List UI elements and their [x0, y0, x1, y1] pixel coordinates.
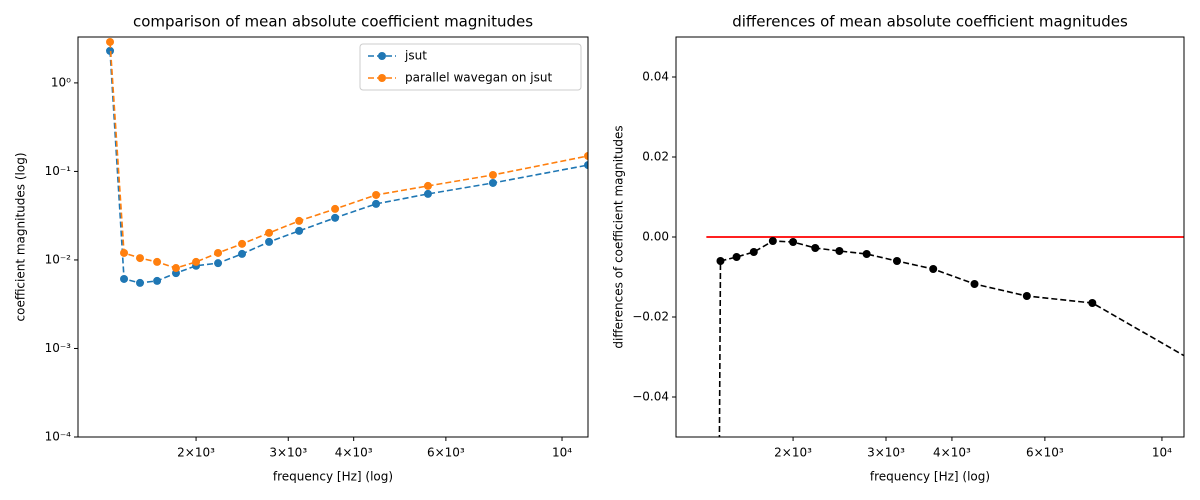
marker — [153, 276, 162, 285]
legend-label: jsut — [404, 49, 427, 63]
marker — [892, 257, 901, 265]
marker — [238, 239, 247, 248]
y-tick-label: 0.04 — [642, 70, 669, 84]
marker — [238, 249, 247, 258]
marker — [372, 190, 381, 199]
marker — [106, 46, 115, 55]
marker — [135, 254, 144, 263]
legend-marker — [378, 74, 386, 82]
y-tick-label: 10⁻⁴ — [45, 430, 72, 444]
marker — [265, 237, 274, 246]
marker — [423, 181, 432, 190]
chart-title: differences of mean absolute coefficient… — [732, 13, 1128, 31]
marker — [120, 274, 129, 283]
plot-area — [106, 37, 588, 287]
x-tick-label: 2×10³ — [774, 446, 812, 460]
marker — [171, 264, 180, 273]
legend-marker — [378, 52, 386, 60]
marker — [295, 226, 304, 235]
marker — [1088, 299, 1097, 307]
marker — [372, 199, 381, 208]
marker — [106, 37, 115, 46]
x-axis-label: frequency [Hz] (log) — [870, 470, 990, 484]
y-tick-label: 0.00 — [642, 230, 669, 244]
x-axis-label: frequency [Hz] (log) — [273, 470, 393, 484]
y-tick-label: 10⁻² — [45, 252, 72, 266]
y-tick-label: 10⁰ — [51, 75, 71, 89]
marker — [789, 238, 798, 246]
marker — [584, 161, 588, 170]
y-tick-label: −0.04 — [632, 390, 669, 404]
y-axis-label: coefficient magnitudes (log) — [14, 153, 28, 322]
marker — [214, 248, 223, 257]
x-tick-label: 6×10³ — [427, 446, 465, 460]
x-tick-label: 10⁴ — [1152, 446, 1172, 460]
x-tick-label: 4×10³ — [933, 446, 971, 460]
chart-title: comparison of mean absolute coefficient … — [133, 13, 533, 31]
marker — [120, 248, 129, 257]
y-tick-label: −0.02 — [632, 310, 669, 324]
marker — [135, 278, 144, 287]
x-tick-label: 10⁴ — [552, 446, 572, 460]
marker — [862, 250, 871, 258]
x-tick-label: 3×10³ — [867, 446, 905, 460]
marker — [488, 170, 497, 179]
series-line — [718, 240, 1184, 437]
marker — [192, 257, 201, 266]
axes-frame — [77, 36, 589, 438]
marker — [970, 280, 979, 288]
legend-box — [359, 43, 582, 91]
y-axis-label: differences of coefficient magnitudes — [612, 125, 626, 348]
marker — [295, 216, 304, 225]
y-tick-label: 10⁻³ — [45, 341, 72, 355]
x-tick-label: 2×10³ — [177, 446, 215, 460]
marker — [214, 259, 223, 268]
marker — [265, 228, 274, 237]
marker — [835, 247, 844, 255]
y-tick-label: 0.02 — [642, 150, 669, 164]
marker — [1022, 292, 1031, 300]
marker — [584, 151, 588, 160]
marker — [488, 178, 497, 187]
x-tick-label: 4×10³ — [335, 446, 373, 460]
x-tick-label: 3×10³ — [269, 446, 307, 460]
marker — [716, 257, 725, 265]
legend-label: parallel wavegan on jsut — [405, 71, 552, 85]
marker — [749, 248, 758, 256]
marker — [768, 237, 777, 245]
plot-area — [706, 236, 1192, 437]
x-tick-label: 6×10³ — [1026, 446, 1064, 460]
marker — [1184, 354, 1192, 362]
marker — [811, 244, 820, 252]
y-tick-label: 10⁻¹ — [45, 164, 72, 178]
axes-frame — [675, 36, 1185, 438]
marker — [153, 257, 162, 266]
marker — [423, 189, 432, 198]
marker — [331, 204, 340, 213]
marker — [929, 265, 938, 273]
marker — [732, 253, 741, 261]
marker — [331, 213, 340, 222]
